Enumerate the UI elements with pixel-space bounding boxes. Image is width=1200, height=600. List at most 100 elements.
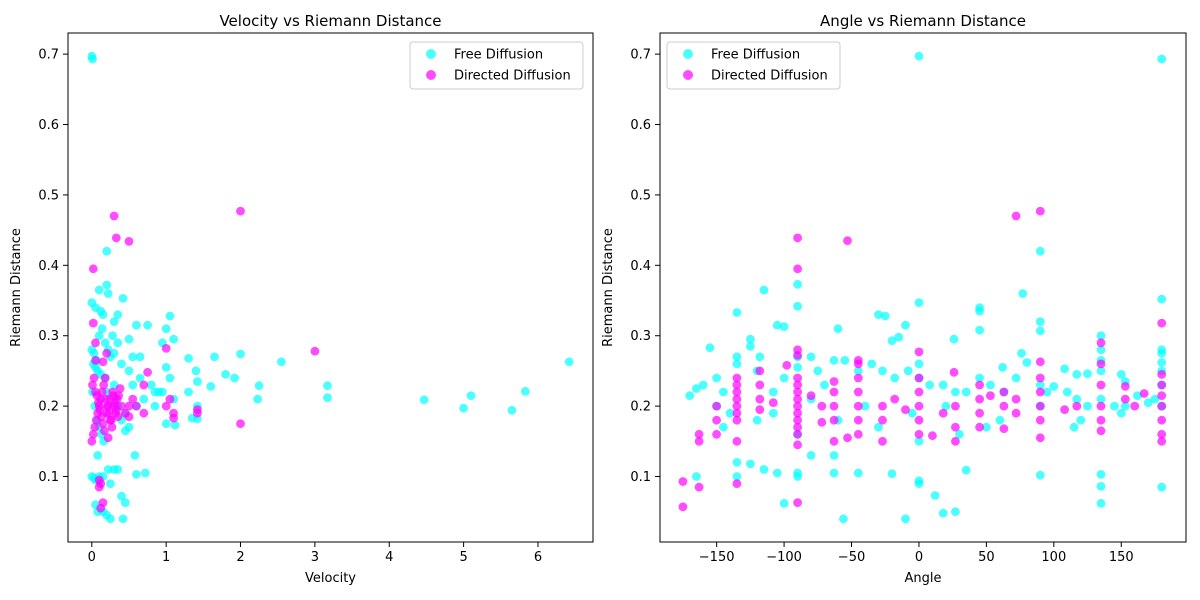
data-point [820,380,829,390]
data-point [1035,246,1045,256]
data-point [878,366,887,376]
y-tick-label: 0.6 [630,118,651,133]
data-point [113,310,123,319]
data-point [143,367,153,377]
data-point [793,373,802,383]
data-point [949,367,959,377]
data-point [102,280,112,290]
data-point [1143,398,1153,407]
data-point [236,419,245,429]
y-tick-label: 0.4 [630,259,651,274]
data-point [732,380,742,390]
data-point [853,373,863,383]
data-point [1096,359,1106,369]
data-point [106,415,115,425]
data-point [118,294,128,303]
legend: Free Diffusion Directed Diffusion [409,41,584,90]
data-point [128,352,138,362]
data-point [779,322,789,331]
data-point [925,380,935,390]
data-point [955,429,964,439]
x-tick-label: 0 [915,550,923,565]
data-point [1096,380,1106,390]
data-point [806,451,816,460]
data-point [975,422,984,432]
data-point [793,301,802,311]
legend-label: Free Diffusion [711,48,800,63]
data-point [914,429,924,439]
data-point [768,398,778,407]
data-point [975,325,984,335]
data-point [1049,382,1059,391]
data-point [755,394,765,404]
legend-marker [683,70,693,80]
series-free-diffusion [87,51,574,524]
data-point [150,401,160,411]
data-point [732,308,742,317]
data-point [191,366,201,376]
data-point [564,357,574,367]
y-tick-label: 0.1 [630,470,651,485]
data-point [712,415,721,425]
data-point [941,401,951,411]
data-point [1060,364,1069,374]
data-point [88,380,97,390]
x-tick-label: 0 [88,550,96,565]
chart-title: Velocity vs Riemann Distance [219,12,441,30]
data-point [100,338,110,348]
data-point [161,419,171,429]
data-point [998,363,1007,372]
data-point [165,373,175,383]
data-point [817,417,827,427]
data-point [1035,415,1045,425]
data-point [890,373,900,383]
data-point [210,352,219,362]
data-point [843,433,852,443]
data-point [1096,470,1106,479]
x-tick-label: −150 [699,550,735,565]
data-point [793,415,802,425]
data-point [999,424,1009,434]
data-point [254,381,264,391]
data-point [938,408,948,418]
data-point [930,491,940,500]
x-tick-label: 50 [978,550,995,565]
data-point [109,391,118,400]
data-point [106,479,115,488]
data-point [772,320,782,330]
data-point [1011,373,1021,383]
y-tick-label: 0.2 [38,400,59,415]
data-point [109,211,119,221]
data-point [759,285,769,295]
data-point [253,394,262,404]
data-point [459,403,468,413]
plot-frame [67,32,594,543]
data-point [107,422,117,432]
data-point [94,331,104,341]
data-point [878,415,887,425]
data-point [746,341,755,351]
data-point [725,408,735,418]
data-point [732,401,742,411]
data-point [1157,436,1167,446]
data-point [236,349,245,359]
data-point [97,412,106,422]
data-point [115,384,125,393]
data-point [914,51,924,61]
data-point [1096,331,1106,341]
data-point [752,415,762,425]
data-point [169,413,179,423]
data-point [1035,470,1045,480]
data-point [685,391,695,400]
data-point [705,343,715,353]
data-point [833,324,843,334]
data-point [1011,394,1021,404]
data-point [853,401,863,411]
data-point [779,373,789,383]
data-point [90,422,100,432]
data-point [813,366,823,376]
data-point [1157,54,1167,64]
data-point [1018,289,1028,298]
data-point [1157,401,1167,411]
data-point [1157,482,1167,492]
